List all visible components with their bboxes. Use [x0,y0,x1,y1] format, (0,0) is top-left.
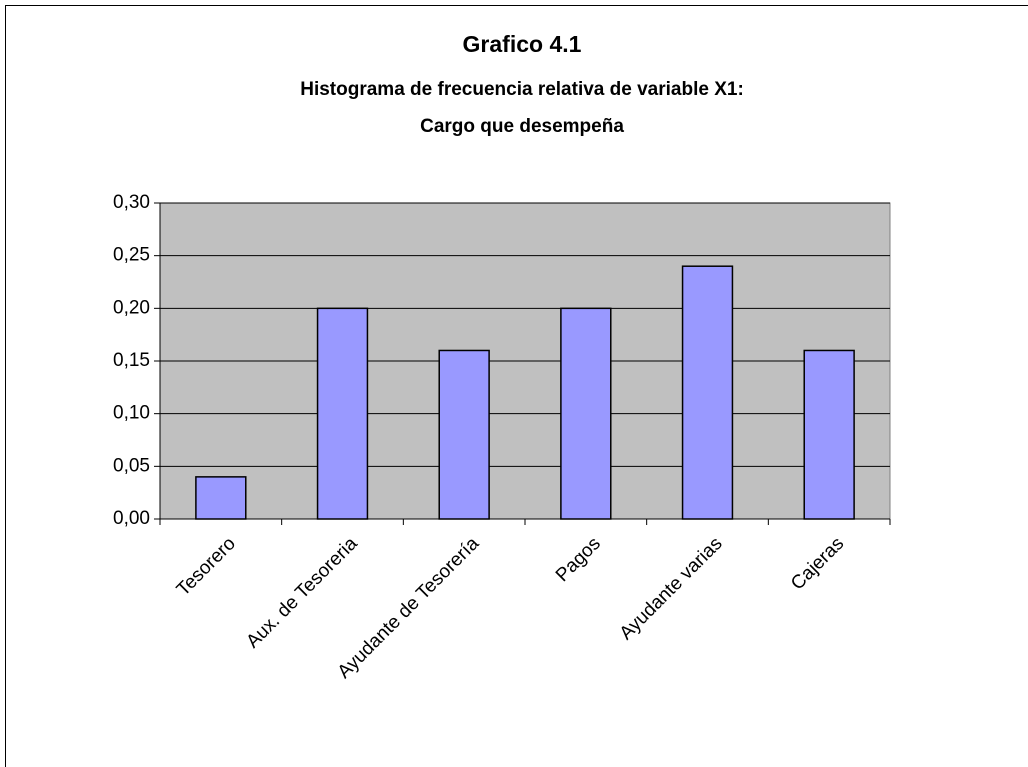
chart-subtitle: Histograma de frecuencia relativa de var… [300,79,744,100]
y-tick-label: 0,25 [113,245,150,266]
bar [803,349,855,520]
y-tick-label: 0,15 [113,350,150,371]
bar [438,349,490,520]
bar [681,265,734,520]
bar [560,307,612,520]
y-tick-label: 0,00 [113,508,150,529]
y-tick-label: 0,20 [113,297,150,318]
y-tick-label: 0,10 [113,403,150,424]
chart-subtitle: Cargo que desempeña [420,116,624,137]
y-tick-label: 0,30 [113,192,150,213]
y-tick-label: 0,05 [113,455,150,476]
bar [195,476,247,520]
bar [316,307,369,520]
chart-title: Grafico 4.1 [463,31,582,57]
